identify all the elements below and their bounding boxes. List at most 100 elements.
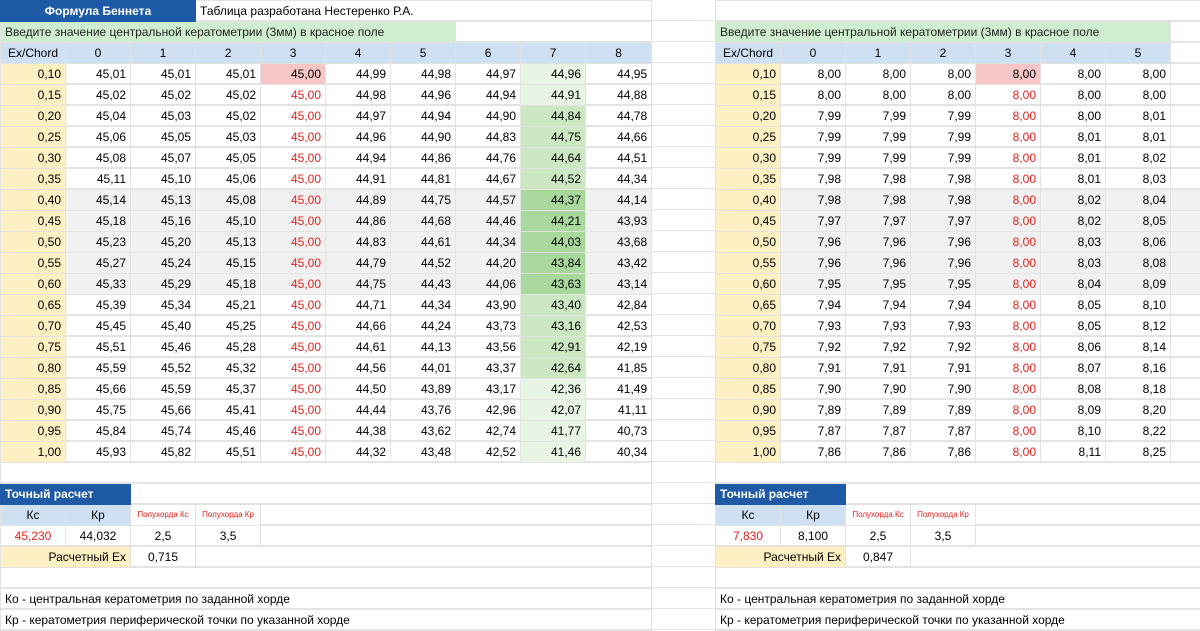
- left-value-cell: 42,19: [586, 337, 652, 358]
- right-value-cell: 7,94: [781, 295, 846, 316]
- right-ex-cell: 0,90: [716, 400, 781, 421]
- left-col-header: 7: [521, 43, 586, 64]
- right-value-cell: 7,99: [781, 106, 846, 127]
- left-value-cell: 45,06: [196, 169, 261, 190]
- left-value-cell: 45,00: [261, 169, 326, 190]
- right-value-cell: 7,95: [846, 274, 911, 295]
- right-value-cell: 7,89: [781, 400, 846, 421]
- left-value-cell: 44,90: [456, 106, 521, 127]
- right-value-cell[interactable]: 8,00: [976, 64, 1041, 85]
- right-value-cell: 8,08: [1041, 379, 1106, 400]
- right-value-cell: 7,89: [846, 400, 911, 421]
- left-value-cell: 43,90: [456, 295, 521, 316]
- left-value-cell: 45,05: [196, 148, 261, 169]
- right-ex-value: 0,847: [846, 547, 911, 568]
- right-value-cell: 7,95: [911, 274, 976, 295]
- right-value-cell: 7,86: [781, 442, 846, 463]
- right-value-cell: 8,00: [976, 337, 1041, 358]
- right-value-cell: 7,99: [911, 127, 976, 148]
- right-col-header: 4: [1041, 43, 1106, 64]
- right-value-cell: 7,90: [846, 379, 911, 400]
- left-half-kp-input[interactable]: 3,5: [196, 526, 261, 547]
- left-value-cell: 45,00: [261, 148, 326, 169]
- right-col-header: 1: [846, 43, 911, 64]
- left-value-cell: 42,84: [586, 295, 652, 316]
- left-value-cell: 45,00: [261, 337, 326, 358]
- right-ex-cell: 0,95: [716, 421, 781, 442]
- right-value-cell: 7,92: [781, 337, 846, 358]
- left-col-header: 6: [456, 43, 521, 64]
- right-value-cell: 7,99: [846, 106, 911, 127]
- left-value-cell: 42,07: [521, 400, 586, 421]
- left-value-cell: 44,99: [326, 64, 391, 85]
- left-ex-cell: 0,30: [1, 148, 66, 169]
- right-half-kp-input[interactable]: 3,5: [911, 526, 976, 547]
- left-value-cell: 43,17: [456, 379, 521, 400]
- left-col-header: 8: [586, 43, 652, 64]
- right-value-cell: 8,00: [976, 316, 1041, 337]
- left-value-cell: 44,64: [521, 148, 586, 169]
- left-kp-input[interactable]: 44,032: [66, 526, 131, 547]
- left-value-cell: 44,71: [326, 295, 391, 316]
- left-value-cell: 44,57: [456, 190, 521, 211]
- left-value-cell: 45,24: [131, 253, 196, 274]
- left-value-cell: 41,85: [586, 358, 652, 379]
- right-value-cell: 8,00: [976, 421, 1041, 442]
- left-value-cell: 45,06: [66, 127, 131, 148]
- right-kp-label: Кр: [781, 505, 846, 526]
- right-half-kc-label: Полухорда Кс: [846, 505, 911, 526]
- right-ex-cell: 0,40: [716, 190, 781, 211]
- left-value-cell: 43,40: [521, 295, 586, 316]
- right-kp-input[interactable]: 8,100: [781, 526, 846, 547]
- right-half-kp-label: Полухорда Кр: [911, 505, 976, 526]
- left-value-cell: 41,77: [521, 421, 586, 442]
- right-calc-title: Точный расчет: [716, 484, 846, 505]
- left-value-cell: 44,38: [326, 421, 391, 442]
- left-value-cell: 45,59: [66, 358, 131, 379]
- left-value-cell: 45,16: [131, 211, 196, 232]
- left-value-cell: 45,00: [261, 400, 326, 421]
- right-value-cell: 7,86: [846, 442, 911, 463]
- left-value-cell: 42,91: [521, 337, 586, 358]
- left-value-cell: 44,43: [391, 274, 456, 295]
- formula-title: Формула Беннета: [1, 1, 196, 22]
- right-kc-input[interactable]: 7,830: [716, 526, 781, 547]
- left-value-cell: 45,18: [66, 211, 131, 232]
- right-value-cell: 7,96: [911, 253, 976, 274]
- left-input-prompt: Введите значение центральной кератометри…: [1, 22, 456, 43]
- left-value-cell: 43,84: [521, 253, 586, 274]
- left-legend-ko: Ко - центральная кератометрия по заданно…: [1, 589, 652, 610]
- right-value-cell: 7,91: [911, 358, 976, 379]
- right-value-cell: 7,92: [911, 337, 976, 358]
- right-value-cell: 8,01: [1041, 148, 1106, 169]
- right-ex-cell: 0,25: [716, 127, 781, 148]
- left-value-cell: 44,95: [586, 64, 652, 85]
- left-value-cell: 45,00: [261, 295, 326, 316]
- right-ex-cell: 1,00: [716, 442, 781, 463]
- left-value-cell: 42,52: [456, 442, 521, 463]
- left-value-cell[interactable]: 45,00: [261, 64, 326, 85]
- right-corner-header: Ex/Chord: [716, 43, 781, 64]
- left-value-cell: 42,64: [521, 358, 586, 379]
- left-value-cell: 44,68: [391, 211, 456, 232]
- left-value-cell: 45,00: [261, 127, 326, 148]
- left-value-cell: 44,91: [326, 169, 391, 190]
- left-value-cell: 45,84: [66, 421, 131, 442]
- left-value-cell: 45,59: [131, 379, 196, 400]
- right-value-cell: 8,02: [1041, 190, 1106, 211]
- left-half-kc-input[interactable]: 2,5: [131, 526, 196, 547]
- left-kc-input[interactable]: 45,230: [1, 526, 66, 547]
- right-value-cell: 7,92: [846, 337, 911, 358]
- right-half-kc-input[interactable]: 2,5: [846, 526, 911, 547]
- right-value-cell: 8,03: [1106, 169, 1171, 190]
- right-value-cell: 7,98: [846, 190, 911, 211]
- left-ex-cell: 0,70: [1, 316, 66, 337]
